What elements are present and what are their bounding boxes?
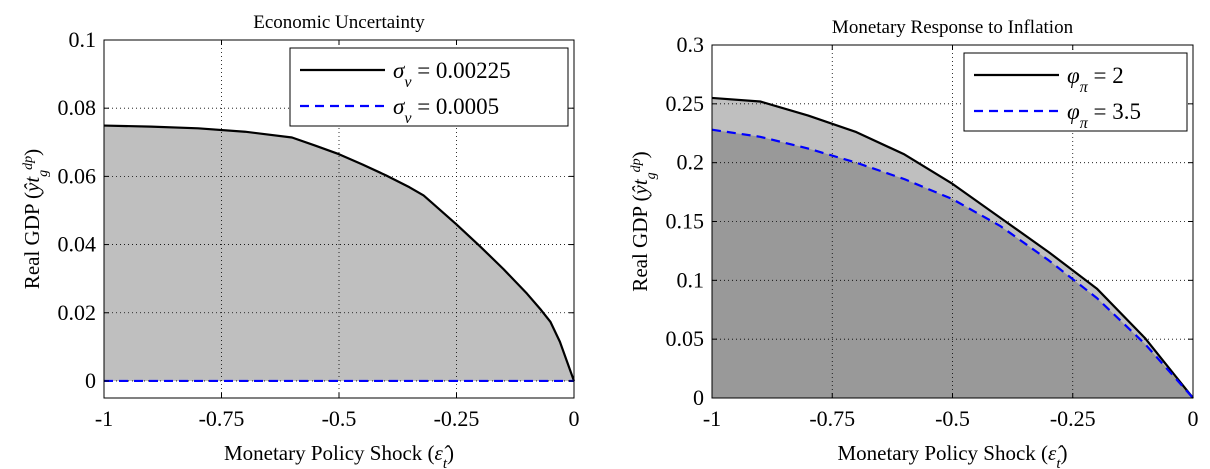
chart-title: Monetary Response to Inflation [832, 17, 1074, 38]
x-tick-label: -1 [95, 406, 113, 431]
y-tick-label: 0 [85, 368, 96, 393]
x-tick-label: -0.5 [935, 406, 970, 431]
y-tick-label: 0.06 [58, 163, 97, 188]
x-axis-label: Monetary Policy Shock (ε̂t) [837, 441, 1067, 469]
y-axis-label: Real GDP (ŷtgdp) [20, 149, 51, 289]
x-tick-label: -0.75 [199, 406, 245, 431]
y-axis-label: Real GDP (ŷtgdp) [628, 151, 659, 291]
legend-label-1: σv = 0.0005 [393, 94, 499, 127]
y-tick-label: 0.3 [677, 32, 705, 57]
legend-box [289, 47, 569, 127]
x-tick-label: -1 [703, 406, 721, 431]
y-tick-label: 0.08 [58, 95, 97, 120]
y-tick-label: 0 [693, 385, 704, 410]
legend-box [963, 52, 1188, 132]
x-axis-label: Monetary Policy Shock (ε̂t) [224, 441, 454, 469]
x-tick-label: -0.5 [322, 406, 357, 431]
y-tick-label: 0.1 [69, 27, 97, 52]
series-line-0 [103, 124, 576, 382]
y-tick-label: 0.1 [677, 267, 705, 292]
chart-title: Economic Uncertainty [253, 12, 425, 33]
legend-label-1: φπ = 3.5 [1067, 99, 1141, 132]
y-tick-label: 0.2 [677, 150, 705, 175]
x-tick-label: 0 [1188, 406, 1199, 431]
legend: φπ = 2φπ = 3.5 [963, 52, 1188, 132]
y-tick-label: 0.15 [666, 209, 705, 234]
series-line-1 [711, 128, 1194, 399]
x-tick-label: -0.25 [434, 406, 480, 431]
legend-label-0: φπ = 2 [1067, 63, 1124, 96]
legend-label-0: σv = 0.00225 [393, 58, 511, 91]
x-tick-label: -0.25 [1050, 406, 1096, 431]
chart-economic-uncertainty: -1 -0.75 -0.5 -0.25 0 0 0.02 0.04 0.06 0.08 0.1 Eco… [20, 12, 580, 469]
x-tick-label: 0 [569, 406, 580, 431]
y-tick-label: 0.05 [666, 326, 705, 351]
chart-monetary-response: -1 -0.75 -0.5 -0.25 0 0 0.05 0.1 0.15 0.2 0.25 0.3 M… [628, 17, 1199, 469]
area-fill-series-0 [104, 125, 574, 381]
x-tick-label: -0.75 [809, 406, 855, 431]
y-tick-label: 0.02 [58, 300, 97, 325]
area-fill-series-1 [712, 129, 1193, 398]
series-line-0 [711, 96, 1194, 399]
y-tick-label: 0.04 [58, 232, 97, 257]
y-tick-label: 0.25 [666, 91, 705, 116]
